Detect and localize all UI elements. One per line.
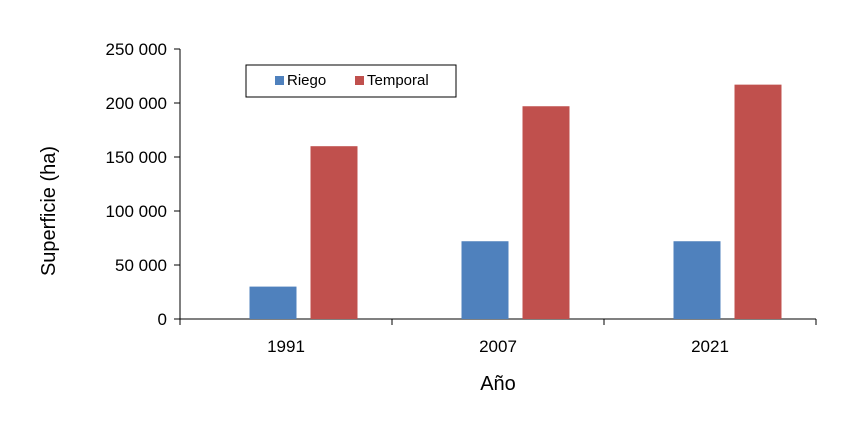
legend: Riego Temporal bbox=[245, 64, 457, 98]
x-tick-label: 2007 bbox=[479, 337, 517, 356]
bars bbox=[249, 84, 782, 320]
y-axis: 0 50 000 100 000 150 000 200 000 250 000 bbox=[106, 40, 181, 329]
bar-temporal-1991 bbox=[310, 146, 358, 319]
y-axis-title: Superficie (ha) bbox=[38, 146, 60, 276]
legend-swatch-temporal bbox=[355, 76, 364, 85]
legend-label-riego: Riego bbox=[287, 72, 326, 89]
y-tick-label: 50 000 bbox=[115, 256, 167, 275]
bar-riego-1991 bbox=[249, 286, 297, 319]
y-tick-label: 0 bbox=[158, 310, 167, 329]
x-tick-label: 1991 bbox=[267, 337, 305, 356]
x-axis: 1991 2007 2021 bbox=[179, 318, 817, 356]
legend-swatch-riego bbox=[275, 76, 284, 85]
y-tick-label: 250 000 bbox=[106, 40, 167, 59]
x-tick-label: 2021 bbox=[691, 337, 729, 356]
y-tick-label: 100 000 bbox=[106, 202, 167, 221]
bar-temporal-2007 bbox=[522, 106, 570, 320]
bar-riego-2007 bbox=[461, 241, 509, 319]
bar-temporal-2021 bbox=[734, 84, 782, 319]
y-tick-label: 200 000 bbox=[106, 94, 167, 113]
y-tick-label: 150 000 bbox=[106, 148, 167, 167]
legend-label-temporal: Temporal bbox=[367, 72, 429, 89]
bar-riego-2021 bbox=[673, 241, 721, 319]
x-axis-title: Año bbox=[480, 373, 516, 395]
